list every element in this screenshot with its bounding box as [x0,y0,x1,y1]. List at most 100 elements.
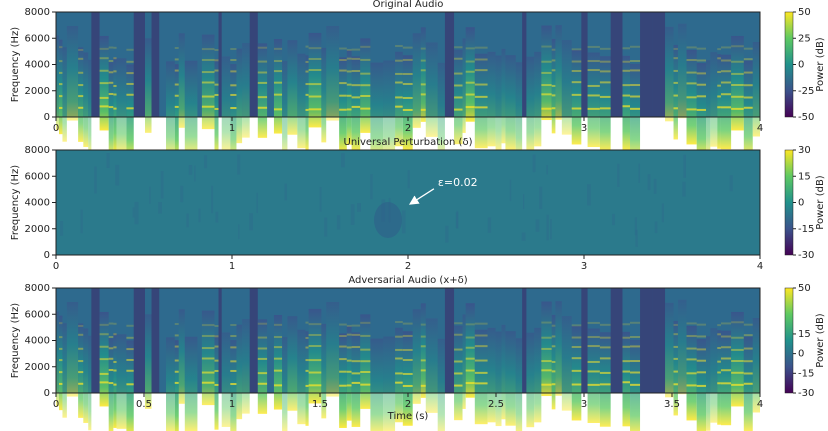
spectrogram-texture [78,324,84,327]
spectrogram-texture [720,93,732,96]
spectrogram-texture [336,215,341,230]
spectrogram-texture [444,12,455,117]
colorbar [784,149,794,256]
spectrogram-texture [686,322,697,325]
spectrogram-texture [720,70,732,73]
spectrogram-texture [166,337,175,431]
spectrogram-texture [78,382,84,385]
spectrogram-texture [630,69,641,72]
spectrogram-texture [541,25,552,121]
spectrogram-texture [526,332,535,428]
x-tick-label: 1.5 [312,399,328,410]
spectrogram-texture [319,187,322,212]
spectrogram-texture [126,82,134,85]
spectrogram-texture [673,107,678,110]
spectrogram-texture [551,94,556,97]
spectrogram-texture [454,322,463,325]
spectrogram-texture [273,357,283,360]
spectrogram-texture [305,321,309,324]
spectrogram-texture [308,384,322,387]
spectrogram-texture [444,288,455,393]
y-tick-label: 4000 [25,336,50,347]
spectrogram-texture [201,105,215,108]
spectrogram-texture [346,346,352,349]
spectrogram-texture [339,69,347,72]
spectrogram-texture [186,213,189,228]
spectrogram-texture [541,301,552,397]
colorbar-tick-label: -50 [798,112,814,123]
spectrogram-texture [257,43,268,138]
spectrogram-texture [214,107,219,110]
spectrogram-texture [287,316,298,411]
spectrogram-texture [571,48,582,51]
spectrogram-texture [249,288,258,393]
spectrogram-texture [622,345,631,348]
spectrogram-texture [346,324,352,327]
x-tick-label: 3 [581,261,587,272]
spectrogram-texture [571,93,582,96]
spectrogram-texture [126,383,134,386]
spectrogram-texture [214,383,219,386]
spectrogram-texture [174,69,179,72]
spectrogram-texture [474,69,488,72]
spectrogram-texture [717,106,721,109]
spectrogram-texture [308,345,322,348]
spectrogram-texture [696,72,707,75]
spectrogram-texture [717,71,721,74]
spectrogram-texture [420,93,426,96]
spectrogram-texture [731,348,744,351]
spectrogram-texture [126,107,134,110]
spectrogram-texture [720,322,732,325]
spectrogram-texture [339,47,347,50]
spectrogram-texture [94,166,97,194]
annotation-arrow [408,188,435,205]
spectrogram-texture [351,381,361,384]
spectrogram-texture [326,302,340,397]
spectrogram-texture [622,323,631,326]
spectrogram-texture [425,318,438,413]
spectrogram-texture [622,55,631,151]
colorbar-tick-label: 0 [798,198,804,209]
spectrogram-texture [402,96,413,99]
spectrogram-texture [273,346,283,349]
x-tick-label: 2.5 [488,399,504,410]
spectrogram-texture [201,71,215,74]
spectrogram-texture [305,93,309,96]
spectrogram-texture [308,47,322,50]
spectrogram-texture [126,60,134,63]
spectrogram-texture [351,48,361,51]
spectrogram-texture [273,47,283,50]
spectrogram-texture [541,71,552,74]
spectrogram-panel: Universal Perturbation (δ) 0 1 2 3 4 0 2000 4000… [10,137,826,272]
spectrogram-texture [686,82,697,85]
spectrogram-texture [230,383,237,386]
spectrogram-texture [743,372,753,375]
spectrogram-texture [149,186,151,204]
spectrogram-texture [610,12,623,117]
spectrogram-texture [487,327,496,423]
spectrogram-texture [257,81,268,84]
spectrogram-texture [99,69,109,72]
spectrogram-texture [571,69,582,72]
spectrogram-texture [474,83,488,86]
spectrogram-texture [731,336,744,339]
spectrogram-texture [113,93,117,96]
spectrogram-texture [683,154,686,178]
spectrogram-texture [59,39,63,135]
spectrogram-texture [346,326,352,421]
spectrogram-texture [78,48,84,51]
spectrogram-texture [106,153,110,168]
colorbar-tick-label: 15 [798,329,811,340]
spectrogram-texture [717,324,721,327]
spectrogram-texture [351,333,361,336]
spectrogram-texture [584,12,588,117]
spectrogram-texture [257,319,268,414]
spectrogram-texture [720,335,732,338]
spectrogram-texture [395,357,403,360]
spectrogram-texture [230,84,237,87]
spectrogram-texture [230,59,237,62]
spectrogram-texture [59,71,63,74]
spectrogram-texture [599,70,611,73]
spectrogram-texture [242,43,250,138]
spectrogram-texture [710,328,718,423]
